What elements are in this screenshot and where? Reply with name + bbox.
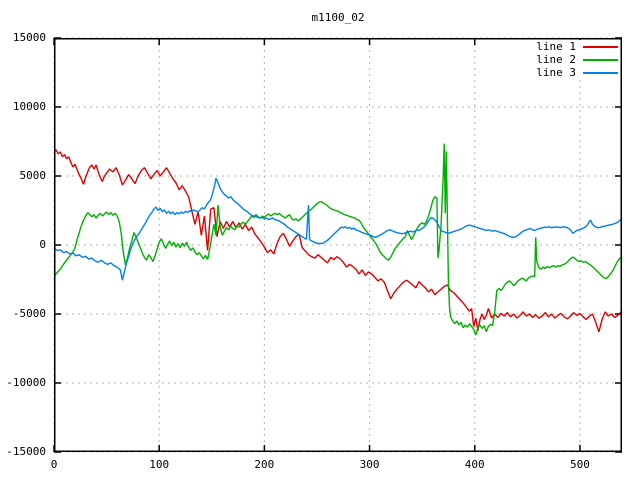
y-tick-label: -10000 (6, 376, 46, 389)
legend-line-sample-green (583, 59, 618, 61)
chart-title: m1100_02 (311, 11, 365, 24)
x-tick-label: 100 (149, 458, 170, 471)
y-tick-label: 15000 (12, 31, 46, 44)
legend-entry-line3: line 3 (536, 67, 618, 79)
legend-entry-line1: line 1 (536, 41, 618, 53)
y-tick-label: 0 (39, 238, 46, 251)
legend-label-line2: line 2 (536, 53, 576, 66)
y-tick-label: 5000 (19, 169, 47, 182)
x-tick-label: 0 (50, 458, 58, 471)
legend-line-sample-blue (583, 72, 618, 74)
y-tick-label: -15000 (6, 445, 46, 458)
x-tick-label: 400 (464, 458, 485, 471)
legend: line 1 line 2 line 3 (534, 40, 620, 80)
legend-label-line1: line 1 (536, 40, 576, 53)
x-tick-label: 300 (359, 458, 380, 471)
plot-canvas (53, 37, 623, 453)
x-tick-label: 200 (254, 458, 275, 471)
x-tick-label: 500 (569, 458, 590, 471)
y-tick-label: -5000 (12, 307, 46, 320)
series-line-1 (53, 149, 623, 333)
plot-border (54, 38, 622, 452)
plot-area (53, 37, 623, 453)
legend-label-line3: line 3 (536, 66, 576, 79)
legend-line-sample-red (583, 46, 618, 48)
series-line-3 (53, 178, 623, 281)
legend-entry-line2: line 2 (536, 54, 618, 66)
series-line-2 (53, 143, 623, 336)
y-tick-label: 10000 (12, 100, 46, 113)
